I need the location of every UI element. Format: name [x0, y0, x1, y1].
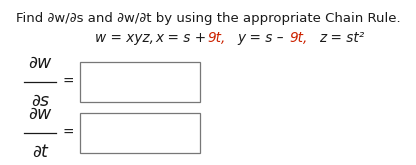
- Text: Find ∂w/∂s and ∂w/∂t by using the appropriate Chain Rule.: Find ∂w/∂s and ∂w/∂t by using the approp…: [16, 12, 400, 25]
- Text: 9t,: 9t,: [289, 31, 307, 45]
- Text: ∂t: ∂t: [32, 143, 48, 161]
- Text: 9t,: 9t,: [207, 31, 225, 45]
- Text: x = s +: x = s +: [155, 31, 210, 45]
- Bar: [80, 62, 200, 102]
- Text: ∂s: ∂s: [31, 92, 49, 110]
- Text: z = st²: z = st²: [319, 31, 364, 45]
- Text: w = xyz,: w = xyz,: [95, 31, 154, 45]
- Bar: [80, 113, 200, 153]
- Text: ∂w: ∂w: [28, 54, 52, 72]
- Text: y = s –: y = s –: [237, 31, 288, 45]
- Text: =: =: [62, 75, 74, 89]
- Text: ∂w: ∂w: [28, 105, 52, 123]
- Text: =: =: [62, 126, 74, 140]
